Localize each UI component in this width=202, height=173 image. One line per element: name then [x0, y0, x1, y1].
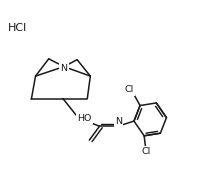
Text: Cl: Cl [124, 85, 133, 94]
Text: N: N [114, 117, 121, 126]
Text: Cl: Cl [141, 147, 150, 156]
Text: N: N [60, 64, 67, 73]
Text: HCl: HCl [8, 23, 27, 33]
Text: HO: HO [77, 114, 91, 123]
